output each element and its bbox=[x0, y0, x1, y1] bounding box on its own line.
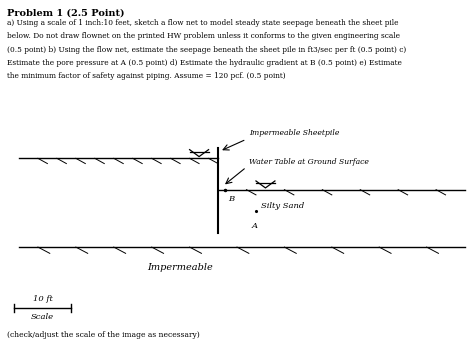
Text: A: A bbox=[251, 222, 257, 230]
Text: Impermeable: Impermeable bbox=[147, 263, 213, 272]
Text: a) Using a scale of 1 inch:10 feet, sketch a flow net to model steady state seep: a) Using a scale of 1 inch:10 feet, sket… bbox=[7, 19, 399, 27]
Text: 10 ft: 10 ft bbox=[33, 295, 53, 303]
Text: below. Do not draw flownet on the printed HW problem unless it conforms to the g: below. Do not draw flownet on the printe… bbox=[7, 32, 400, 40]
Text: (check/adjust the scale of the image as necessary): (check/adjust the scale of the image as … bbox=[7, 331, 200, 339]
Text: (0.5 point) b) Using the flow net, estimate the seepage beneath the sheet pile i: (0.5 point) b) Using the flow net, estim… bbox=[7, 46, 406, 54]
Text: B: B bbox=[228, 195, 235, 203]
Text: Impermeable Sheetpile: Impermeable Sheetpile bbox=[249, 129, 339, 137]
Text: Silty Sand: Silty Sand bbox=[261, 202, 304, 209]
Text: Water Table at Ground Surface: Water Table at Ground Surface bbox=[249, 158, 369, 166]
Text: Problem 1 (2.5 Point): Problem 1 (2.5 Point) bbox=[7, 9, 125, 18]
Text: Estimate the pore pressure at A (0.5 point) d) Estimate the hydraulic gradient a: Estimate the pore pressure at A (0.5 poi… bbox=[7, 59, 402, 67]
Text: Scale: Scale bbox=[31, 313, 54, 321]
Text: the minimum factor of safety against piping. Assume = 120 pcf. (0.5 point): the minimum factor of safety against pip… bbox=[7, 72, 286, 80]
